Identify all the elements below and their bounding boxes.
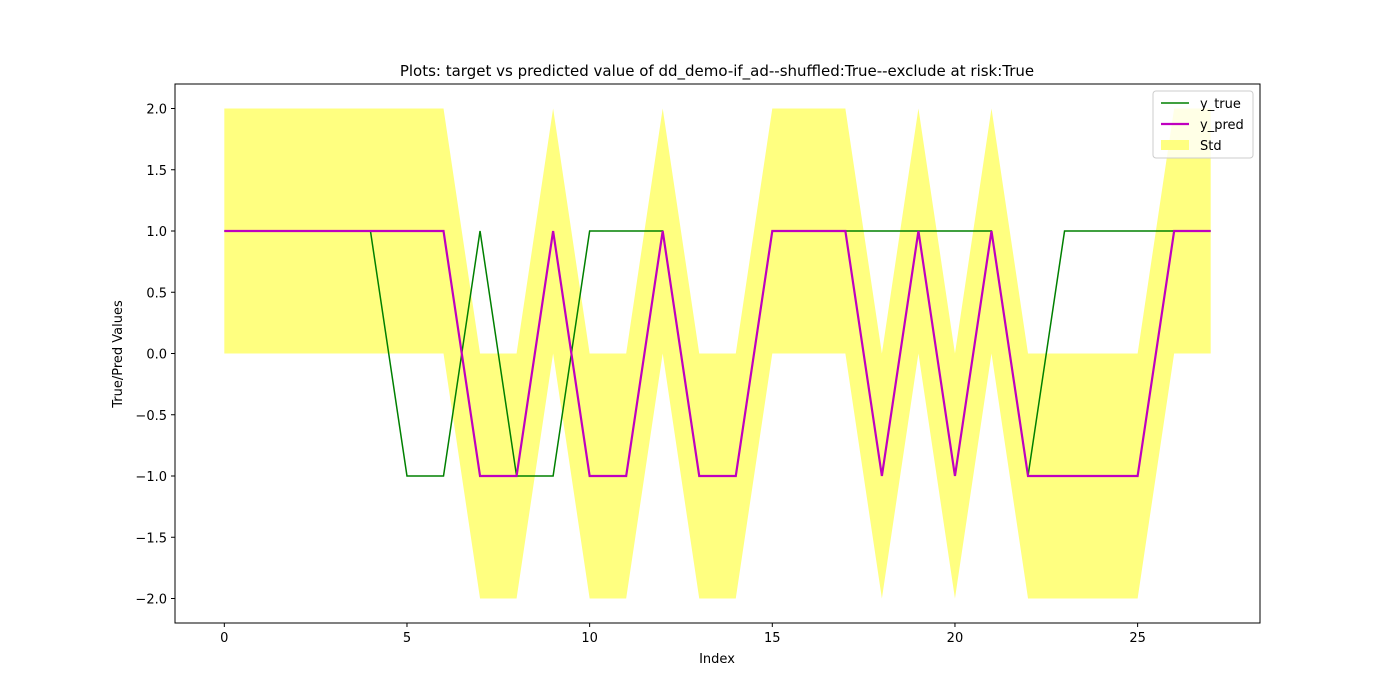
std-band	[224, 108, 1211, 599]
y-tick-label: −1.0	[135, 470, 167, 485]
x-axis-label: Index	[699, 652, 735, 667]
x-tick-label: 0	[220, 631, 228, 646]
series-layer	[224, 229, 1211, 478]
y-axis: −2.0 −1.5 −1.0 −0.5 0.0 0.5 1.0 1.5 2.0	[135, 103, 175, 608]
y-tick-label: 1.5	[146, 164, 167, 179]
legend-label-y-true: y_true	[1200, 97, 1241, 112]
legend: y_true y_pred Std	[1152, 90, 1254, 159]
x-tick-label: 5	[403, 631, 411, 646]
y-tick-label: 0.5	[146, 286, 167, 301]
legend-swatch-std	[1161, 140, 1189, 150]
y-tick-label: 1.0	[146, 225, 167, 240]
y-tick-label: −0.5	[135, 409, 167, 424]
x-axis: 0 5 10 15 20 25	[220, 623, 1146, 646]
y-tick-label: 0.0	[146, 348, 167, 363]
y-tick-label: 2.0	[146, 103, 167, 118]
series-line-y-pred	[224, 229, 1211, 478]
y-tick-label: −2.0	[135, 593, 167, 608]
x-tick-label: 20	[947, 631, 964, 646]
chart-title: Plots: target vs predicted value of dd_d…	[400, 62, 1034, 81]
y-tick-label: −1.5	[135, 531, 167, 546]
legend-label-y-pred: y_pred	[1200, 118, 1244, 133]
y-axis-label: True/Pred Values	[111, 300, 126, 409]
std-band-layer	[224, 108, 1211, 599]
x-tick-label: 25	[1129, 631, 1146, 646]
legend-label-std: Std	[1200, 139, 1222, 154]
x-tick-label: 10	[581, 631, 598, 646]
x-tick-label: 15	[764, 631, 781, 646]
